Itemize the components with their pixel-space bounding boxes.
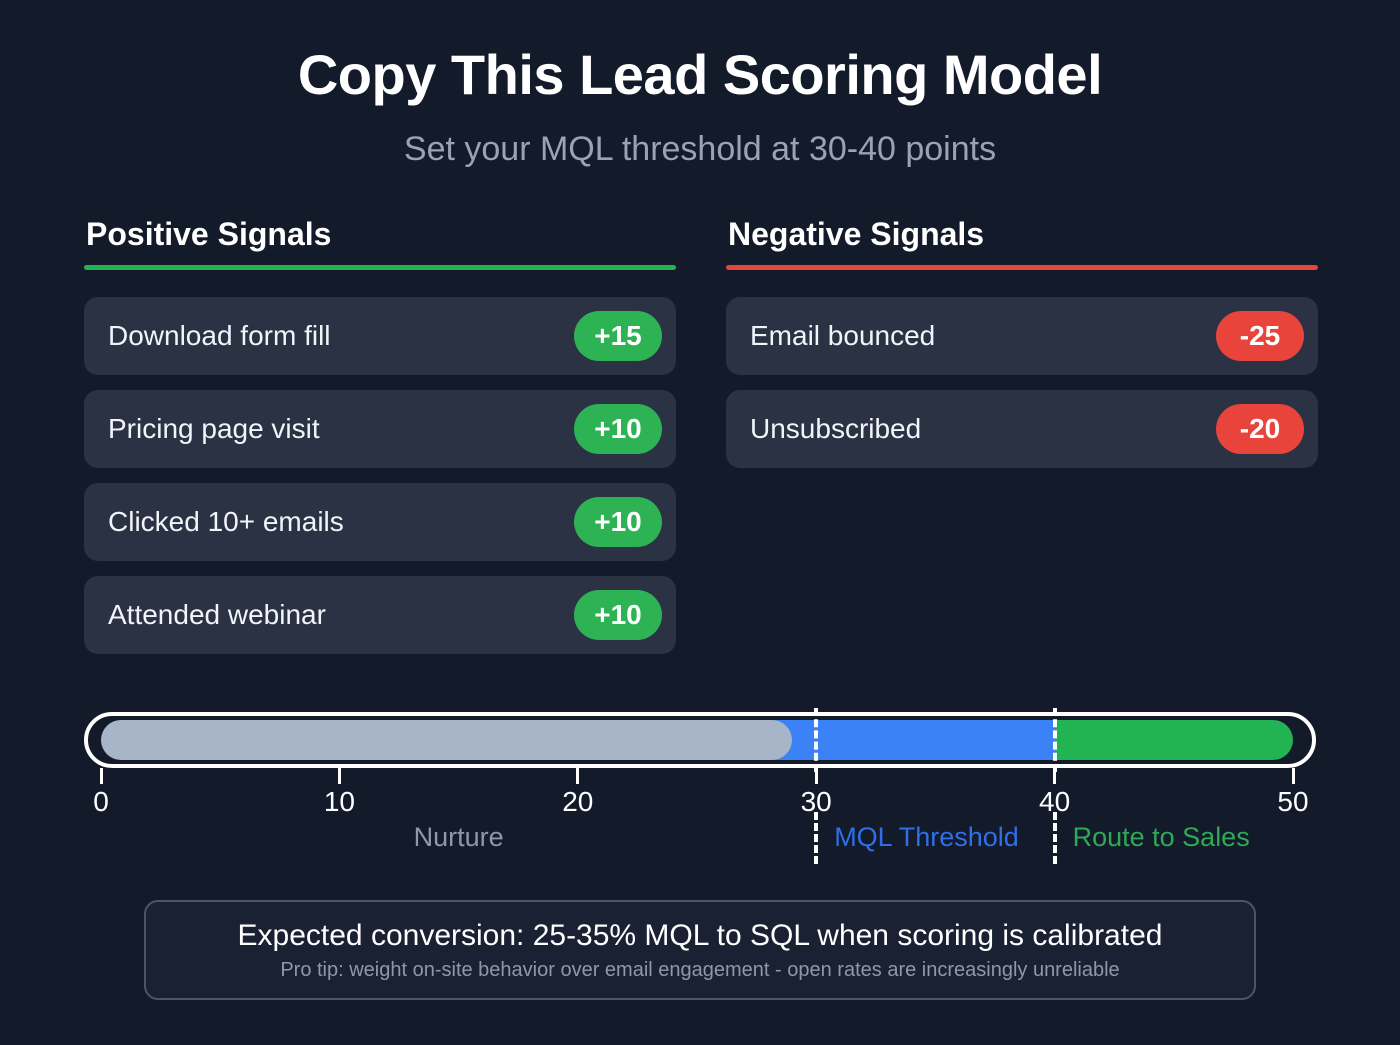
segment-nurture [101,720,793,760]
segment-mql-threshold [744,720,1055,760]
negative-accent-rule [726,265,1318,270]
list-item[interactable]: Email bounced -25 [726,297,1318,375]
scale-tick-label: 40 [1039,786,1071,817]
negative-signals-heading: Negative Signals [728,216,985,252]
scale-tick [1291,768,1295,784]
list-item[interactable]: Attended webinar +10 [84,576,676,654]
status-badge: +10 [574,497,662,547]
scale-tick-label: 50 [1277,786,1309,817]
status-badge: -25 [1216,311,1304,361]
signal-label: Clicked 10+ emails [108,506,344,537]
scale-tick [1053,768,1057,784]
scale-tick [99,768,103,784]
list-item[interactable]: Download form fill +15 [84,297,676,375]
threshold-dash-line [1052,708,1057,772]
signal-label: Unsubscribed [750,413,922,444]
threshold-dash-line [814,708,819,772]
positive-signals-heading: Positive Signals [86,216,332,252]
page-title: Copy This Lead Scoring Model [297,43,1103,106]
signal-label: Download form fill [108,320,331,351]
status-badge: +10 [574,404,662,454]
footer-headline: Expected conversion: 25-35% MQL to SQL w… [237,918,1163,952]
positive-signals-list: Download form fill +15 Pricing page visi… [84,297,676,654]
scale-tick [576,768,580,784]
legend-nurture: Nurture [413,822,504,852]
status-badge: -20 [1216,404,1304,454]
list-item[interactable]: Pricing page visit +10 [84,390,676,468]
threshold-dash-line [1052,812,1057,864]
legend-mql-threshold: MQL Threshold [834,822,1019,852]
scale-tick-label: 0 [93,786,109,817]
scale-tick-label: 10 [323,786,355,817]
status-badge: +15 [574,311,662,361]
positive-signals-column: Positive Signals Download form fill +15 … [84,215,676,669]
scale-tick-label: 30 [800,786,832,817]
signal-label: Pricing page visit [108,413,320,444]
threshold-dash-line [814,812,819,864]
signal-label: Attended webinar [108,599,326,630]
scale-tick-label: 20 [562,786,594,817]
page-subtitle: Set your MQL threshold at 30-40 points [403,130,997,168]
negative-signals-list: Email bounced -25 Unsubscribed -20 [726,297,1318,468]
footer-pro-tip: Pro tip: weight on-site behavior over em… [280,958,1120,981]
legend-route-to-sales: Route to Sales [1072,822,1250,852]
footer-callout: Expected conversion: 25-35% MQL to SQL w… [144,900,1256,1000]
scale-tick [814,768,818,784]
lead-score-scale: 0 10 20 30 40 50 Nurture MQL Threshold Route … [0,708,1400,892]
segment-route-to-sales [1054,720,1293,760]
status-badge: +10 [574,590,662,640]
list-item[interactable]: Clicked 10+ emails +10 [84,483,676,561]
signal-label: Email bounced [750,320,936,351]
scale-bar-track [92,720,1308,760]
positive-accent-rule [84,265,676,270]
scale-tick [337,768,341,784]
negative-signals-column: Negative Signals Email bounced -25 Unsub… [726,215,1318,483]
list-item[interactable]: Unsubscribed -20 [726,390,1318,468]
